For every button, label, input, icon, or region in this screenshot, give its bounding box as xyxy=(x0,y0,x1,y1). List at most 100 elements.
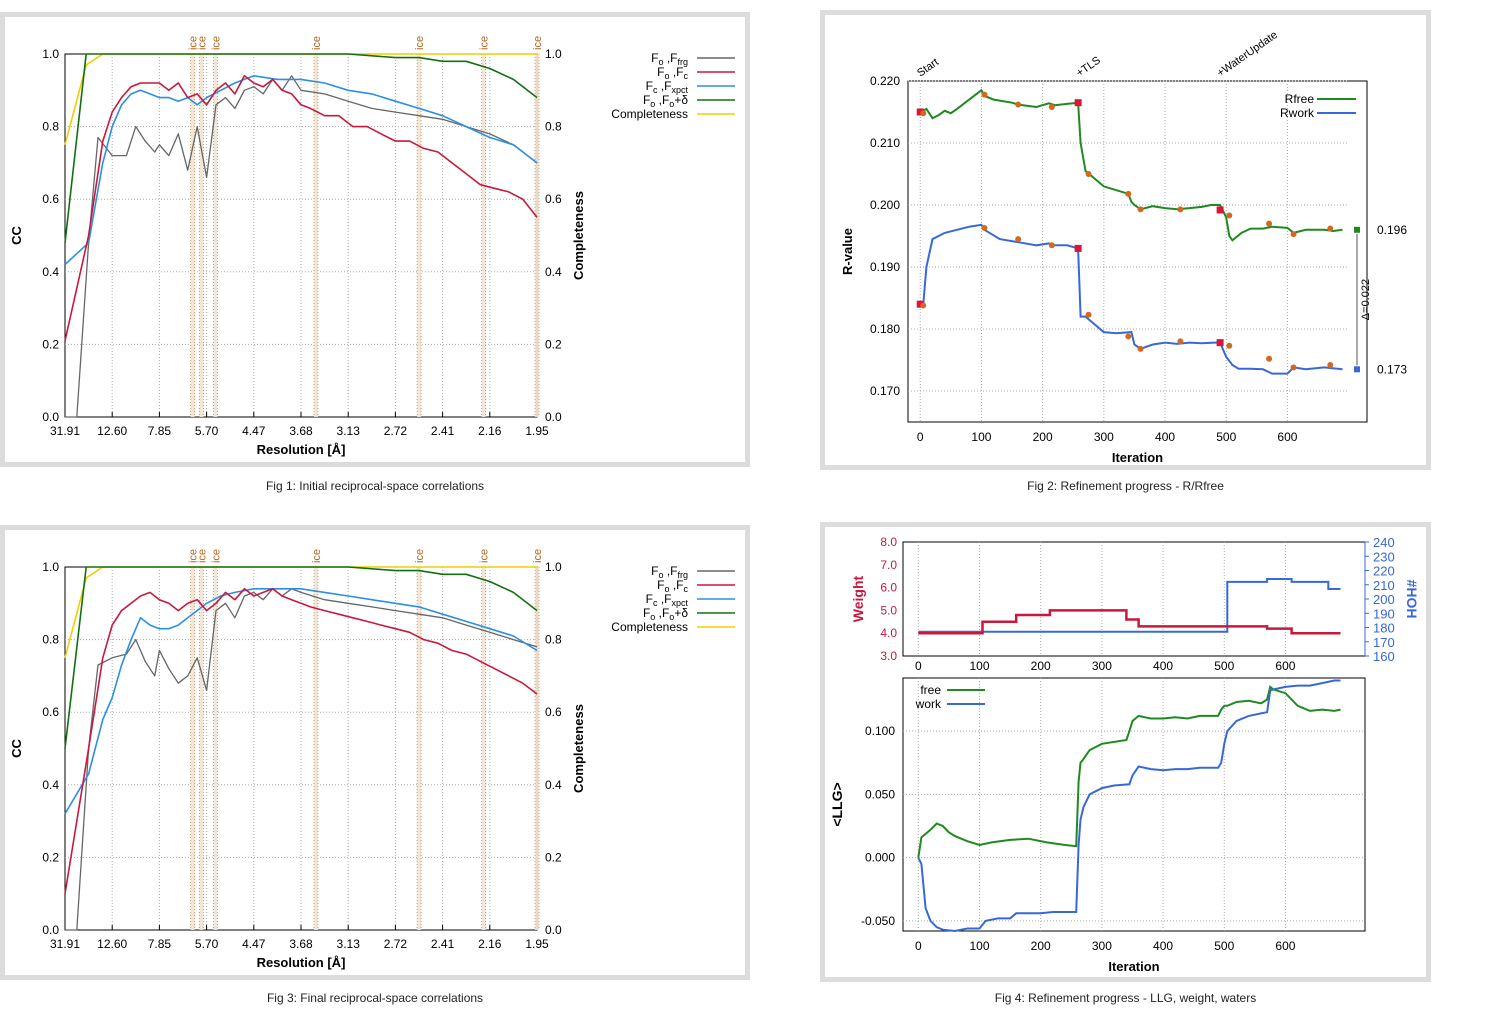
hoh-axis-label: #HOH xyxy=(1404,580,1420,619)
final-marker-rwork xyxy=(1354,366,1360,373)
hoh-tick-label: 160 xyxy=(1373,649,1395,664)
y-axis-label: <LLG> xyxy=(829,782,845,826)
x-tick-label: 2.16 xyxy=(478,424,502,438)
series-line-hoh xyxy=(918,578,1341,633)
x-tick-label: 100 xyxy=(971,430,991,444)
y-tick-label: 1.0 xyxy=(42,560,59,574)
y2-tick-label: 0.6 xyxy=(545,192,562,206)
ice-label: ice xyxy=(210,549,222,563)
marker-step xyxy=(1085,171,1092,177)
y2-tick-label: 0.6 xyxy=(545,705,562,719)
fig2-caption: Fig 2: Refinement progress - R/Rfree xyxy=(1027,479,1224,493)
x-tick-label: 300 xyxy=(1094,430,1114,444)
y-tick-label: 0.8 xyxy=(42,633,59,647)
x-tick-label: 0 xyxy=(915,939,922,953)
y-axis-label: R-value xyxy=(840,228,855,275)
ice-label: ice xyxy=(196,549,208,563)
top-x-tick-label: 100 xyxy=(969,659,989,673)
legend-label: Fo ,Ffrg xyxy=(651,564,688,580)
hoh-tick-label: 200 xyxy=(1373,592,1395,607)
x-tick-label: 2.41 xyxy=(431,937,455,951)
x-tick-label: 0 xyxy=(917,430,924,444)
top-x-tick-label: 600 xyxy=(1275,659,1295,673)
marker-step xyxy=(1266,220,1273,227)
y2-tick-label: 0.0 xyxy=(545,923,562,937)
fig3-panel: 31.91 12.60 7.85 5.70 4.47 3.68 3.13 2.72 2.41 2.… xyxy=(0,525,750,980)
marker-step xyxy=(1048,104,1055,111)
x-tick-label: 31.91 xyxy=(50,937,80,951)
marker-step xyxy=(1137,345,1144,352)
ice-label: ice xyxy=(210,36,222,50)
y2-tick-label: 1.0 xyxy=(545,47,562,61)
plot-frame xyxy=(907,80,1368,423)
top-plot-frame xyxy=(902,541,1366,657)
weight-tick-label: 3.0 xyxy=(880,649,897,663)
marker-stage xyxy=(1216,206,1224,214)
series-line-fodelta xyxy=(64,53,538,243)
ice-band xyxy=(199,54,204,417)
y-tick-label: 0.050 xyxy=(865,787,895,801)
weight-tick-label: 6.0 xyxy=(880,581,897,595)
series-line-fodelta xyxy=(64,566,538,749)
ice-band xyxy=(190,567,195,930)
x-tick-label: 2.72 xyxy=(384,424,408,438)
final-marker-rfree xyxy=(1354,226,1360,233)
marker-step xyxy=(1048,242,1055,249)
marker-step xyxy=(981,224,988,231)
y-tick-label: 0.4 xyxy=(42,265,59,279)
y-tick-label: 0.0 xyxy=(42,923,59,937)
marker-step xyxy=(1015,101,1022,108)
y-tick-label: 1.0 xyxy=(42,47,59,61)
ice-band xyxy=(213,567,218,930)
hoh-tick-label: 210 xyxy=(1373,578,1395,593)
ice-band xyxy=(535,54,539,417)
x-tick-label: 4.47 xyxy=(242,424,266,438)
legend-label: Rwork xyxy=(1280,106,1315,120)
x-tick-label: 2.16 xyxy=(478,937,502,951)
ice-label: ice xyxy=(196,36,208,50)
ice-label: ice xyxy=(414,549,426,563)
series-line-fcxpct xyxy=(64,587,538,815)
marker-step xyxy=(1266,355,1273,362)
marker-step xyxy=(1177,206,1184,213)
ice-label: ice xyxy=(532,36,544,50)
fig4-chart: 0 100 200 300 400 500 600 3.0 4.0 5.0 6.0 7.0 8.0 160… xyxy=(829,535,1420,974)
x-tick-label: 3.13 xyxy=(337,424,361,438)
x-tick-label: 4.47 xyxy=(242,937,266,951)
legend-label: work xyxy=(915,697,942,711)
x-tick-label: 500 xyxy=(1216,430,1236,444)
series-line-work xyxy=(917,679,1341,933)
y-tick-label: 0.190 xyxy=(870,260,900,274)
x-tick-label: 3.68 xyxy=(289,424,313,438)
marker-step xyxy=(1290,231,1297,238)
series-line-fofc xyxy=(64,74,538,341)
bottom-plot-frame xyxy=(902,677,1366,932)
top-x-tick-label: 400 xyxy=(1153,659,1173,673)
legend-label: Fo ,Fo+δ xyxy=(643,606,688,622)
legend-label: Fo ,Fo+δ xyxy=(643,93,688,109)
ice-label: ice xyxy=(188,549,200,563)
hoh-tick-label: 190 xyxy=(1373,606,1395,621)
y-axis-label: CC xyxy=(9,226,24,245)
y-tick-label: 0.2 xyxy=(42,337,59,351)
y-tick-label: 0.0 xyxy=(42,410,59,424)
marker-step xyxy=(920,110,927,117)
ice-label: ice xyxy=(311,36,323,50)
x-tick-label: 31.91 xyxy=(50,424,80,438)
legend-label: free xyxy=(920,683,941,697)
marker-stage xyxy=(916,108,924,116)
x-tick-label: 200 xyxy=(1033,430,1053,444)
x-tick-label: 400 xyxy=(1153,939,1173,953)
final-value-rwork: 0.173 xyxy=(1377,362,1407,376)
marker-step xyxy=(1085,311,1092,318)
weight-axis-label: Weight xyxy=(850,575,866,622)
marker-step xyxy=(1125,190,1132,197)
marker-stage xyxy=(1074,244,1082,252)
y-tick-label: 0.170 xyxy=(870,384,900,398)
legend-label: Fo ,Ffrg xyxy=(651,51,688,67)
y2-tick-label: 0.8 xyxy=(545,120,562,134)
y2-axis-label: Completeness xyxy=(571,704,586,793)
ice-band xyxy=(417,567,422,930)
y2-tick-label: 0.8 xyxy=(545,633,562,647)
series-line-fofrg xyxy=(65,588,538,931)
